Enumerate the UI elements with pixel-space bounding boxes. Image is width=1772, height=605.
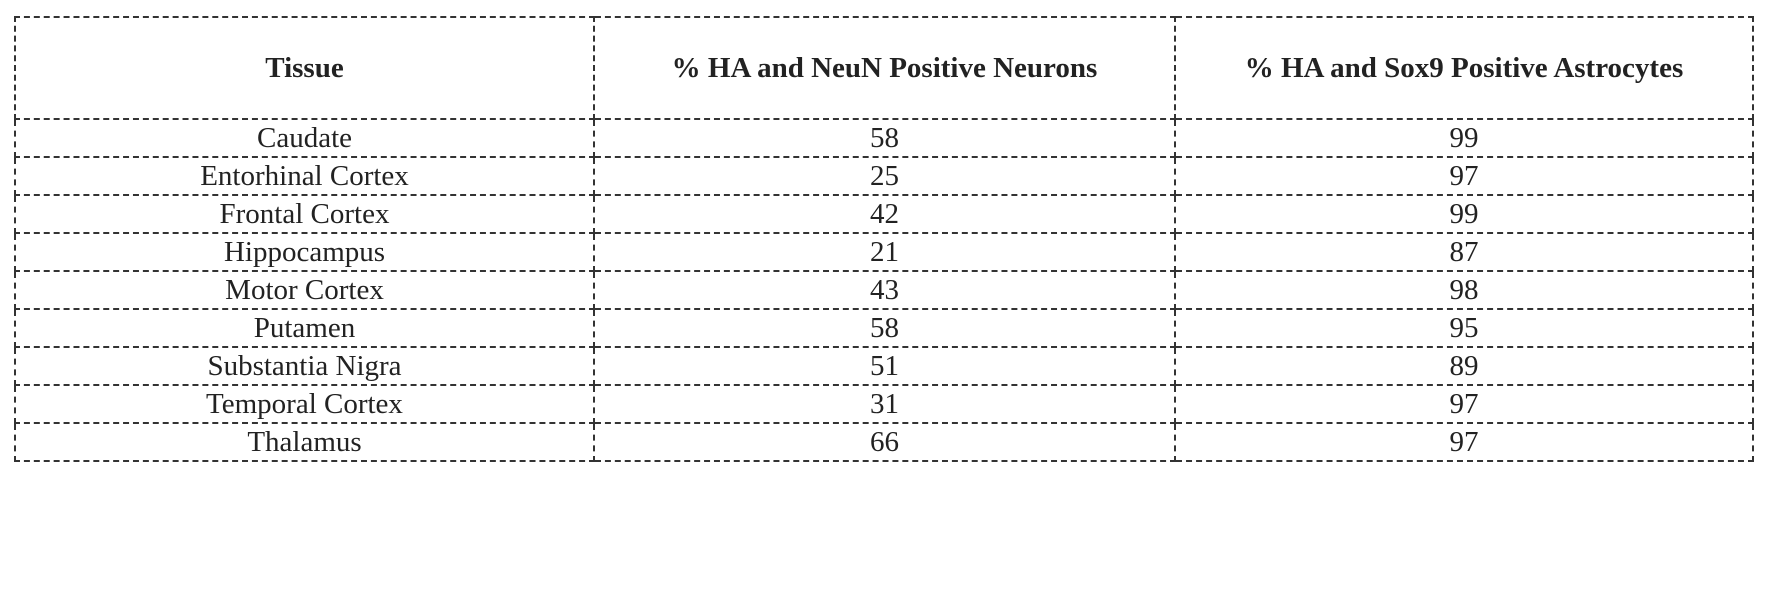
cell-astrocytes: 87 bbox=[1175, 233, 1753, 271]
header-neurons: % HA and NeuN Positive Neurons bbox=[594, 17, 1175, 119]
cell-tissue: Caudate bbox=[15, 119, 594, 157]
cell-tissue: Hippocampus bbox=[15, 233, 594, 271]
table-row: Thalamus6697 bbox=[15, 423, 1753, 461]
cell-astrocytes: 97 bbox=[1175, 385, 1753, 423]
cell-neurons: 25 bbox=[594, 157, 1175, 195]
header-tissue: Tissue bbox=[15, 17, 594, 119]
header-row: Tissue % HA and NeuN Positive Neurons % … bbox=[15, 17, 1753, 119]
cell-tissue: Substantia Nigra bbox=[15, 347, 594, 385]
table-row: Temporal Cortex3197 bbox=[15, 385, 1753, 423]
cell-astrocytes: 99 bbox=[1175, 119, 1753, 157]
cell-astrocytes: 97 bbox=[1175, 157, 1753, 195]
table-row: Substantia Nigra5189 bbox=[15, 347, 1753, 385]
cell-astrocytes: 89 bbox=[1175, 347, 1753, 385]
table-row: Frontal Cortex4299 bbox=[15, 195, 1753, 233]
cell-neurons: 66 bbox=[594, 423, 1175, 461]
cell-tissue: Frontal Cortex bbox=[15, 195, 594, 233]
table-row: Putamen5895 bbox=[15, 309, 1753, 347]
cell-neurons: 43 bbox=[594, 271, 1175, 309]
table-row: Caudate5899 bbox=[15, 119, 1753, 157]
header-astrocytes: % HA and Sox9 Positive Astrocytes bbox=[1175, 17, 1753, 119]
cell-astrocytes: 97 bbox=[1175, 423, 1753, 461]
cell-tissue: Temporal Cortex bbox=[15, 385, 594, 423]
cell-tissue: Entorhinal Cortex bbox=[15, 157, 594, 195]
table-row: Entorhinal Cortex2597 bbox=[15, 157, 1753, 195]
table-row: Motor Cortex4398 bbox=[15, 271, 1753, 309]
cell-astrocytes: 98 bbox=[1175, 271, 1753, 309]
cell-tissue: Thalamus bbox=[15, 423, 594, 461]
cell-astrocytes: 99 bbox=[1175, 195, 1753, 233]
table-row: Hippocampus2187 bbox=[15, 233, 1753, 271]
cell-neurons: 31 bbox=[594, 385, 1175, 423]
cell-tissue: Motor Cortex bbox=[15, 271, 594, 309]
cell-astrocytes: 95 bbox=[1175, 309, 1753, 347]
cell-neurons: 51 bbox=[594, 347, 1175, 385]
data-table: Tissue % HA and NeuN Positive Neurons % … bbox=[14, 16, 1754, 462]
cell-tissue: Putamen bbox=[15, 309, 594, 347]
cell-neurons: 42 bbox=[594, 195, 1175, 233]
cell-neurons: 58 bbox=[594, 309, 1175, 347]
cell-neurons: 21 bbox=[594, 233, 1175, 271]
cell-neurons: 58 bbox=[594, 119, 1175, 157]
